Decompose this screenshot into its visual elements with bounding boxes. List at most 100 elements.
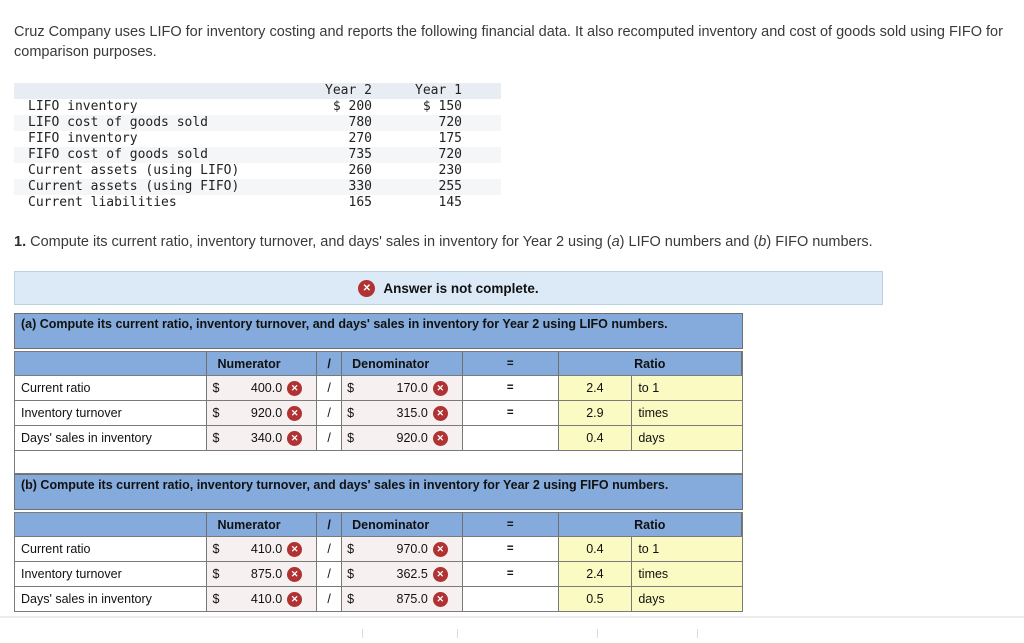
slash-cell: /: [317, 537, 343, 561]
row-label: Days' sales in inventory: [15, 426, 208, 450]
answer-not-complete-banner: ✕ Answer is not complete.: [14, 271, 883, 305]
ratio-unit-cell: to 1: [632, 376, 742, 400]
dollar-sign: $: [212, 406, 220, 420]
dollar-sign: $: [347, 542, 355, 556]
dollar-sign: $: [212, 431, 220, 445]
error-icon: ✕: [287, 430, 303, 446]
denominator-answer-cell[interactable]: $315.0 ✕: [342, 401, 463, 425]
blank-header-cell: [15, 352, 208, 375]
row-label: Inventory turnover: [15, 562, 208, 586]
equals-cell: =: [463, 562, 559, 586]
part-a-row-inventory-turnover: Inventory turnover $920.0 ✕ / $315.0 ✕ = 2…: [15, 401, 742, 426]
slash-cell: /: [317, 562, 343, 586]
dollar-sign: $: [212, 542, 220, 556]
cell-border-stub: [362, 629, 363, 638]
table-row: Current assets (using FIFO) 330 255: [14, 179, 501, 195]
numerator-answer-cell[interactable]: $875.0 ✕: [207, 562, 318, 586]
numerator-answer-cell[interactable]: $340.0 ✕: [207, 426, 318, 450]
ratio-unit-cell: times: [632, 562, 742, 586]
table-row: Current liabilities 165 145: [28, 195, 462, 210]
numerator-answer-cell[interactable]: $920.0 ✕: [207, 401, 318, 425]
spacer-row: [15, 451, 742, 474]
denominator-answer-cell[interactable]: $170.0 ✕: [342, 376, 463, 400]
part-a-row-days-sales: Days' sales in inventory $340.0 ✕ / $920.…: [15, 426, 742, 451]
row-label: Days' sales in inventory: [15, 587, 208, 611]
numerator-answer-cell[interactable]: $410.0 ✕: [207, 587, 318, 611]
error-icon: ✕: [432, 405, 448, 421]
error-icon: ✕: [432, 541, 448, 557]
error-icon: ✕: [287, 405, 303, 421]
error-icon: ✕: [432, 591, 448, 607]
problem-intro-text: Cruz Company uses LIFO for inventory cos…: [14, 24, 1003, 60]
equals-cell: =: [463, 401, 559, 425]
numerator-answer-cell[interactable]: $400.0 ✕: [207, 376, 318, 400]
equals-cell: [463, 587, 559, 611]
part-b-row-days-sales: Days' sales in inventory $410.0 ✕ / $875.…: [15, 587, 742, 612]
ratio-unit-cell: to 1: [632, 537, 742, 561]
equals-header: =: [463, 352, 559, 375]
dollar-sign: $: [347, 431, 355, 445]
ratio-value-cell: 2.9: [558, 401, 633, 425]
error-icon: ✕: [432, 380, 448, 396]
error-icon: ✕: [432, 566, 448, 582]
ratio-header: Ratio: [559, 352, 743, 375]
financial-data-header-row: Year 2 Year 1: [14, 83, 501, 99]
equals-cell: [463, 426, 559, 450]
denominator-answer-cell[interactable]: $970.0 ✕: [342, 537, 463, 561]
slash-cell: /: [317, 587, 343, 611]
slash-cell: /: [317, 401, 343, 425]
part-b-title: (b) Compute its current ratio, inventory…: [14, 474, 743, 510]
numerator-header: Numerator: [207, 513, 318, 536]
cell-border-stub: [597, 629, 598, 638]
denominator-answer-cell[interactable]: $362.5 ✕: [342, 562, 463, 586]
slash-cell: /: [317, 426, 343, 450]
denominator-header: Denominator: [342, 513, 463, 536]
error-icon: ✕: [287, 380, 303, 396]
slash-header: /: [317, 352, 343, 375]
row-label: Current ratio: [15, 376, 208, 400]
denominator-answer-cell[interactable]: $920.0 ✕: [342, 426, 463, 450]
dollar-sign: $: [212, 381, 220, 395]
error-icon: ✕: [287, 541, 303, 557]
part-a-row-current-ratio: Current ratio $400.0 ✕ / $170.0 ✕ = 2.4 to…: [15, 376, 742, 401]
cell-border-stub: [697, 629, 698, 638]
ratio-value-cell: 0.4: [558, 537, 633, 561]
error-icon: ✕: [432, 430, 448, 446]
error-icon: ✕: [287, 566, 303, 582]
numerator-answer-cell[interactable]: $410.0 ✕: [207, 537, 318, 561]
error-icon: ✕: [287, 591, 303, 607]
row-label: Inventory turnover: [15, 401, 208, 425]
table-row: Current assets (using LIFO) 260 230: [28, 163, 462, 178]
equals-header: =: [463, 513, 559, 536]
cell-border-stub: [457, 629, 458, 638]
part-a-column-header-row: Numerator / Denominator = Ratio: [15, 352, 743, 376]
part-b-section: (b) Compute its current ratio, inventory…: [14, 474, 743, 612]
part-a-section: (a) Compute its current ratio, inventory…: [14, 313, 743, 474]
equals-cell: =: [463, 537, 559, 561]
part-a-title: (a) Compute its current ratio, inventory…: [14, 313, 743, 349]
dollar-sign: $: [347, 381, 355, 395]
part-a-table: Numerator / Denominator = Ratio Current …: [14, 351, 743, 474]
table-row: FIFO cost of goods sold 735 720: [14, 147, 501, 163]
part-b-row-current-ratio: Current ratio $410.0 ✕ / $970.0 ✕ = 0.4 to…: [15, 537, 742, 562]
ratio-unit-cell: days: [632, 426, 742, 450]
question-1-text: 1. Compute its current ratio, inventory …: [14, 234, 873, 250]
denominator-header: Denominator: [342, 352, 463, 375]
slash-header: /: [317, 513, 343, 536]
dollar-sign: $: [212, 592, 220, 606]
section-divider: [0, 616, 1024, 618]
ratio-value-cell: 0.4: [558, 426, 633, 450]
ratio-value-cell: 2.4: [558, 376, 633, 400]
denominator-answer-cell[interactable]: $875.0 ✕: [342, 587, 463, 611]
dollar-sign: $: [212, 567, 220, 581]
question-number: 1.: [14, 234, 27, 250]
financial-data-table: Year 2 Year 1 LIFO inventory $ 200 $ 150 L…: [14, 83, 501, 211]
year1-header: Year 1: [415, 83, 462, 98]
equals-cell: =: [463, 376, 559, 400]
dollar-sign: $: [347, 406, 355, 420]
numerator-header: Numerator: [207, 352, 318, 375]
table-row: FIFO inventory 270 175: [28, 131, 462, 146]
table-row: LIFO inventory $ 200 $ 150: [28, 99, 462, 114]
dollar-sign: $: [347, 592, 355, 606]
